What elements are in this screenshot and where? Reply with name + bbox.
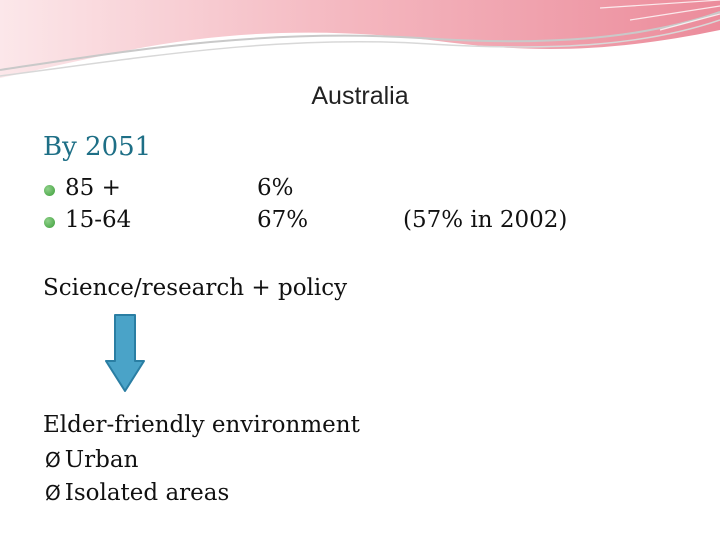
- green-dot-icon: [44, 185, 55, 196]
- environment-line: Elder-friendly environment: [43, 412, 360, 438]
- bullet-label: 85 +: [65, 175, 121, 201]
- policy-line: Science/research + policy: [43, 275, 348, 301]
- arrow-bullet-icon: Ø: [45, 481, 61, 505]
- green-dot-icon: [44, 217, 55, 228]
- slide-title: Australia: [311, 82, 409, 110]
- sub-item-isolated-areas: Ø Isolated areas: [45, 480, 229, 506]
- header-swoosh-decoration: [0, 0, 720, 78]
- sub-item-urban: Ø Urban: [45, 447, 138, 473]
- note-2002: (57% in 2002): [403, 207, 568, 233]
- bullet-label: 15-64: [65, 207, 132, 233]
- bullet-value-85-plus: 6%: [257, 175, 294, 201]
- sub-item-label: Urban: [64, 447, 139, 473]
- bullet-value-15-64: 67%: [257, 207, 309, 233]
- sub-item-label: Isolated areas: [64, 480, 230, 506]
- down-arrow-icon: [105, 314, 145, 392]
- arrow-bullet-icon: Ø: [45, 448, 61, 472]
- heading-by-2051: By 2051: [43, 132, 152, 162]
